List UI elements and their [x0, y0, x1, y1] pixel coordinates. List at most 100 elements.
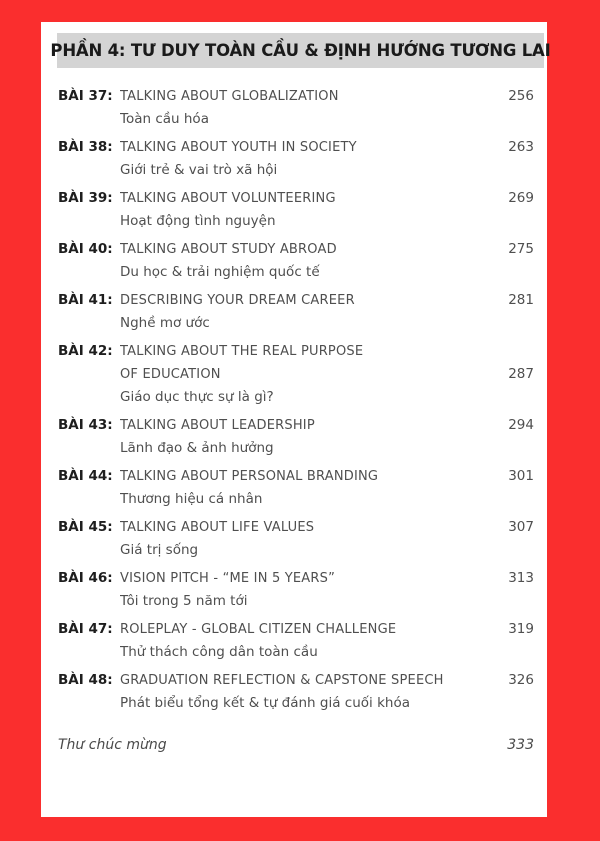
toc-title-row: BÀI 39: TALKING ABOUT VOLUNTEERING 269: [58, 187, 534, 210]
toc-page: PHẦN 4: TƯ DUY TOÀN CẦU & ĐỊNH HƯỚNG TƯƠ…: [41, 22, 551, 817]
lesson-label: BÀI 39:: [58, 190, 113, 206]
lesson-subtitle: Du học & trải nghiệm quốc tế: [120, 264, 320, 280]
lesson-title: VISION PITCH - “ME IN 5 YEARS”: [120, 571, 336, 586]
subtitle-page-spacer: [492, 437, 534, 460]
lesson-subtitle: Lãnh đạo & ảnh hưởng: [120, 440, 274, 456]
lesson-title: TALKING ABOUT YOUTH IN SOCIETY: [120, 140, 357, 155]
toc-entry: BÀI 41: DESCRIBING YOUR DREAM CAREER 281 Ng…: [58, 289, 534, 335]
toc-title-row: BÀI 37: TALKING ABOUT GLOBALIZATION 256: [58, 85, 534, 108]
toc-subtitle-row: Thương hiệu cá nhân: [58, 488, 534, 511]
lesson-label: BÀI 48:: [58, 672, 113, 688]
subtitle-indent: [58, 539, 120, 562]
subtitle-indent: [58, 641, 120, 664]
footer-entry: Thư chúc mừng 333: [58, 734, 534, 757]
subtitle-page-spacer: [492, 386, 534, 409]
toc-entry: BÀI 38: TALKING ABOUT YOUTH IN SOCIETY 263…: [58, 136, 534, 182]
lesson-title: TALKING ABOUT LIFE VALUES: [120, 520, 315, 535]
toc-subtitle-row: Du học & trải nghiệm quốc tế: [58, 261, 534, 284]
toc-subtitle-row: Tôi trong 5 năm tới: [58, 590, 534, 613]
lesson-label: BÀI 44:: [58, 468, 113, 484]
lesson-page-number: 281: [508, 292, 534, 308]
section-header: PHẦN 4: TƯ DUY TOÀN CẦU & ĐỊNH HƯỚNG TƯƠ…: [50, 33, 551, 68]
toc-title-row: BÀI 42: TALKING ABOUT THE REAL PURPOSE: [58, 340, 534, 363]
lesson-title: TALKING ABOUT LEADERSHIP: [120, 418, 315, 433]
lesson-page-number: 326: [508, 672, 534, 688]
lesson-label: BÀI 46:: [58, 570, 113, 586]
section-title: PHẦN 4: TƯ DUY TOÀN CẦU & ĐỊNH HƯỚNG TƯƠ…: [50, 41, 551, 60]
toc-subtitle-row: Giá trị sống: [58, 539, 534, 562]
lesson-label: BÀI 37:: [58, 88, 113, 104]
lesson-title: TALKING ABOUT PERSONAL BRANDING: [120, 469, 379, 484]
lesson-label: BÀI 38:: [58, 139, 113, 155]
toc-subtitle-row: Giới trẻ & vai trò xã hội: [58, 159, 534, 182]
subtitle-page-spacer: [492, 488, 534, 511]
toc-entry: BÀI 42: TALKING ABOUT THE REAL PURPOSE OF …: [58, 340, 534, 409]
toc-title-row: BÀI 44: TALKING ABOUT PERSONAL BRANDING 30…: [58, 465, 534, 488]
subtitle-indent: [58, 210, 120, 233]
subtitle-indent: [58, 261, 120, 284]
toc-list: BÀI 37: TALKING ABOUT GLOBALIZATION 256 Toà…: [58, 85, 534, 715]
toc-subtitle-row: Hoạt động tình nguyện: [58, 210, 534, 233]
subtitle-page-spacer: [492, 641, 534, 664]
toc-entry: BÀI 43: TALKING ABOUT LEADERSHIP 294 Lãnh đ…: [58, 414, 534, 460]
lesson-subtitle: Tôi trong 5 năm tới: [120, 593, 248, 609]
subtitle-indent: [58, 692, 120, 715]
lesson-title: TALKING ABOUT VOLUNTEERING: [120, 191, 336, 206]
lesson-subtitle: Phát biểu tổng kết & tự đánh giá cuối kh…: [120, 695, 410, 711]
toc-entry: BÀI 47: ROLEPLAY - GLOBAL CITIZEN CHALLEN…: [58, 618, 534, 664]
lesson-page-number: 263: [508, 139, 534, 155]
lesson-label: [58, 363, 120, 386]
lesson-page-number: 269: [508, 190, 534, 206]
subtitle-page-spacer: [492, 210, 534, 233]
subtitle-indent: [58, 159, 120, 182]
lesson-title: OF EDUCATION: [120, 367, 221, 382]
toc-entry: BÀI 39: TALKING ABOUT VOLUNTEERING 269 Hoạt…: [58, 187, 534, 233]
lesson-label: BÀI 42:: [58, 343, 113, 359]
subtitle-indent: [58, 108, 120, 131]
lesson-page-number: 275: [508, 241, 534, 257]
toc-entry: BÀI 44: TALKING ABOUT PERSONAL BRANDING 30…: [58, 465, 534, 511]
subtitle-indent: [58, 386, 120, 409]
toc-title-row: OF EDUCATION 287: [58, 363, 534, 386]
footer-page-number: 333: [507, 737, 534, 753]
toc-subtitle-row: Toàn cầu hóa: [58, 108, 534, 131]
toc-title-row: BÀI 41: DESCRIBING YOUR DREAM CAREER 281: [58, 289, 534, 312]
toc-entry: BÀI 46: VISION PITCH - “ME IN 5 YEARS” 313…: [58, 567, 534, 613]
toc-entry: BÀI 37: TALKING ABOUT GLOBALIZATION 256 Toà…: [58, 85, 534, 131]
lesson-subtitle: Giá trị sống: [120, 542, 199, 558]
lesson-page-number: 319: [508, 621, 534, 637]
toc-entry: BÀI 48: GRADUATION REFLECTION & CAPSTONE …: [58, 669, 534, 715]
subtitle-page-spacer: [492, 159, 534, 182]
toc-entry: BÀI 40: TALKING ABOUT STUDY ABROAD 275 Du h…: [58, 238, 534, 284]
lesson-page-number: 313: [508, 570, 534, 586]
toc-title-row: BÀI 46: VISION PITCH - “ME IN 5 YEARS” 313: [58, 567, 534, 590]
subtitle-page-spacer: [492, 539, 534, 562]
subtitle-page-spacer: [492, 108, 534, 131]
lesson-page-number: 301: [508, 468, 534, 484]
lesson-subtitle: Giới trẻ & vai trò xã hội: [120, 162, 278, 178]
lesson-label: BÀI 47:: [58, 621, 113, 637]
lesson-page-number: 307: [508, 519, 534, 535]
lesson-title: TALKING ABOUT THE REAL PURPOSE: [120, 344, 364, 359]
lesson-subtitle: Thương hiệu cá nhân: [120, 491, 263, 507]
lesson-subtitle: Giáo dục thực sự là gì?: [120, 389, 274, 405]
subtitle-indent: [58, 437, 120, 460]
subtitle-page-spacer: [492, 590, 534, 613]
subtitle-page-spacer: [492, 312, 534, 335]
lesson-title: TALKING ABOUT STUDY ABROAD: [120, 242, 337, 257]
lesson-label: BÀI 43:: [58, 417, 113, 433]
lesson-subtitle: Hoạt động tình nguyện: [120, 213, 276, 229]
lesson-title: TALKING ABOUT GLOBALIZATION: [120, 89, 339, 104]
lesson-subtitle: Nghề mơ ước: [120, 315, 210, 331]
subtitle-indent: [58, 590, 120, 613]
toc-title-row: BÀI 45: TALKING ABOUT LIFE VALUES 307: [58, 516, 534, 539]
lesson-page-number: 294: [508, 417, 534, 433]
lesson-label: BÀI 40:: [58, 241, 113, 257]
toc-subtitle-row: Nghề mơ ước: [58, 312, 534, 335]
toc-title-row: BÀI 48: GRADUATION REFLECTION & CAPSTONE …: [58, 669, 534, 692]
lesson-subtitle: Thử thách công dân toàn cầu: [120, 644, 318, 660]
toc-title-row: BÀI 43: TALKING ABOUT LEADERSHIP 294: [58, 414, 534, 437]
toc-subtitle-row: Phát biểu tổng kết & tự đánh giá cuối kh…: [58, 692, 534, 715]
toc-title-row: BÀI 38: TALKING ABOUT YOUTH IN SOCIETY 263: [58, 136, 534, 159]
